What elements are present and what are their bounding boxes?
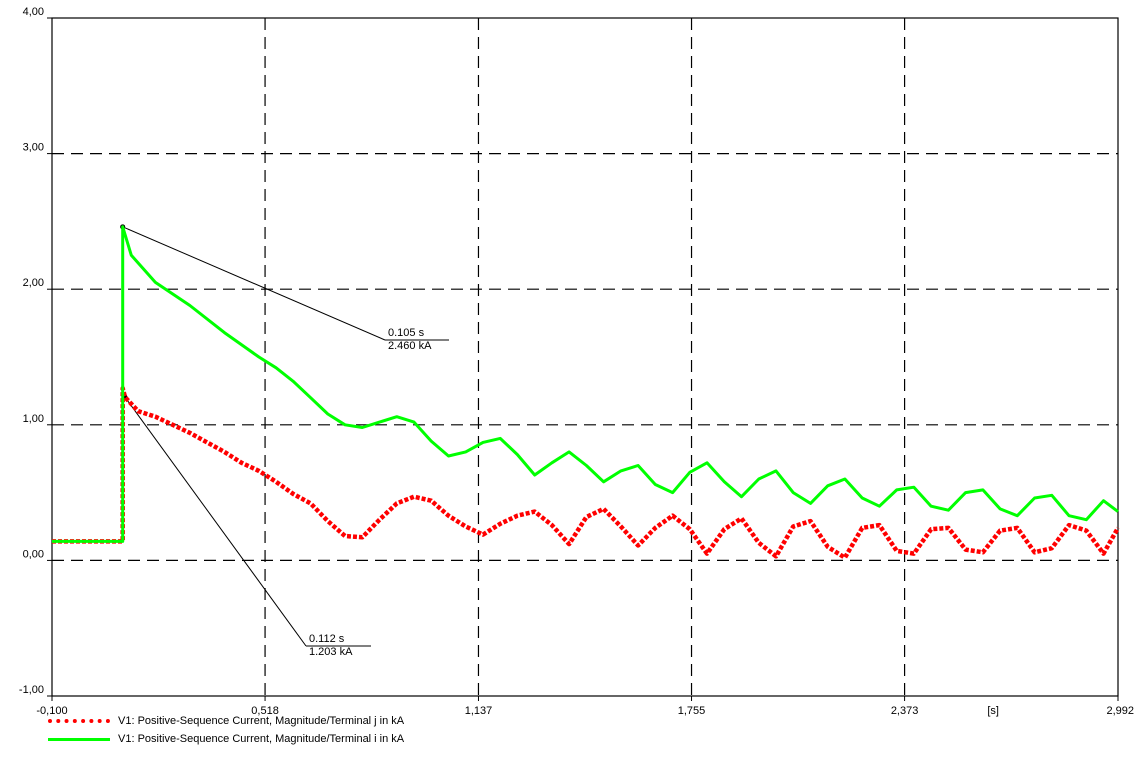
y-tick-label: 1,00: [23, 413, 44, 425]
legend-entry-red: V1: Positive-Sequence Current, Magnitude…: [48, 712, 748, 730]
x-tick-label: 1,137: [465, 705, 493, 717]
y-axis-ticks: -1,00 0,00 1,00 2,00 3,00 4,00: [19, 6, 52, 697]
annotation-value: 1.203 kA: [309, 646, 353, 658]
legend-label-green: V1: Positive-Sequence Current, Magnitude…: [118, 733, 405, 745]
y-tick-label: 0,00: [23, 548, 44, 560]
annotation-leaders: [120, 224, 449, 647]
annotation-time: 0.105 s: [388, 327, 425, 339]
grid-lines: [52, 18, 1118, 696]
x-tick-label: 2,373: [891, 705, 919, 717]
series-line-green: [52, 225, 1119, 543]
x-tick-label: 1,755: [678, 705, 706, 717]
y-tick-label: 3,00: [23, 142, 44, 154]
series-line-red: [52, 385, 1120, 560]
y-tick-label: 2,00: [23, 277, 44, 289]
annotation-value: 2.460 kA: [388, 340, 432, 352]
annotations: 0.105 s2.460 kA 0.112 s1.203 kA: [309, 327, 432, 658]
x-tick-label: -0,100: [36, 705, 67, 717]
x-tick-label: 2,992: [1106, 705, 1134, 717]
plot-frame: [51, 17, 1119, 697]
annotation-time: 0.112 s: [309, 633, 345, 645]
x-axis-unit-label: [s]: [987, 705, 999, 717]
annotation-leader-line: [122, 226, 386, 341]
x-tick-label: 0,518: [251, 705, 279, 717]
legend-swatch-red: [48, 719, 110, 723]
y-tick-label: -1,00: [19, 684, 44, 696]
x-axis-ticks: -0,100 0,518 1,137 1,755 2,373 2,992: [36, 696, 1134, 717]
annotation-leader-line: [124, 396, 307, 647]
legend-label-red: V1: Positive-Sequence Current, Magnitude…: [118, 715, 405, 727]
y-tick-label: 4,00: [23, 6, 44, 18]
legend: V1: Positive-Sequence Current, Magnitude…: [48, 712, 748, 748]
legend-entry-green: V1: Positive-Sequence Current, Magnitude…: [48, 730, 748, 748]
legend-swatch-green: [48, 737, 110, 741]
series-group: [52, 225, 1120, 560]
